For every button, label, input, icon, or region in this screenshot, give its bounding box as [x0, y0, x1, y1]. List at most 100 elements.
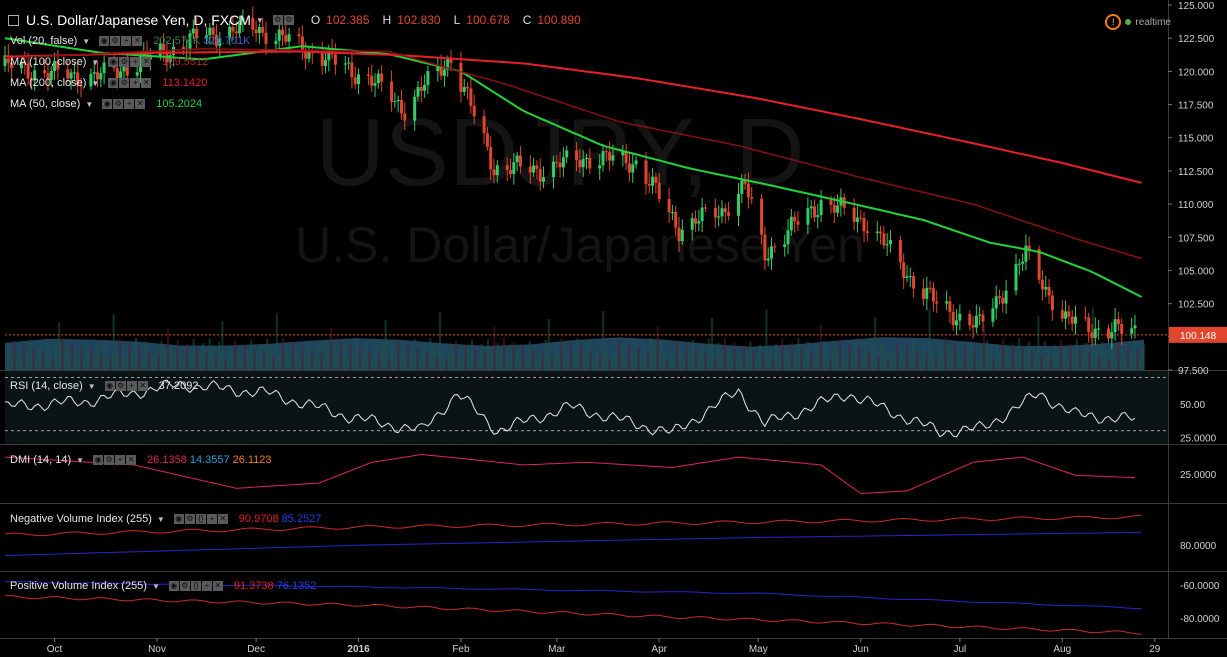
price-axis-tick-label: 125.000	[1178, 1, 1215, 12]
close-icon[interactable]: ✕	[126, 455, 137, 465]
volume-bar	[941, 352, 944, 370]
close-icon[interactable]: ✕	[141, 57, 152, 67]
volume-bar	[435, 356, 438, 370]
settings-icon[interactable]: ⚙	[119, 78, 130, 88]
settings-icon[interactable]: ⚙	[115, 381, 126, 391]
eye-icon[interactable]: ◉	[108, 78, 119, 88]
ma50-label[interactable]: MA (50, close)	[10, 98, 81, 110]
volume-bar	[394, 354, 397, 370]
close-icon[interactable]: ✕	[217, 514, 228, 524]
candle-body	[852, 207, 856, 222]
add-icon[interactable]: +	[124, 99, 135, 109]
volume-bar	[240, 359, 243, 370]
volume-bar	[1091, 308, 1094, 370]
close-icon[interactable]: ✕	[132, 36, 143, 46]
volume-bar	[746, 355, 749, 370]
volume-bar	[643, 343, 646, 370]
chevron-down-icon[interactable]: ▼	[151, 581, 160, 591]
ma200-label[interactable]: MA (200, close)	[10, 77, 87, 89]
volume-bar	[122, 348, 125, 370]
close-icon[interactable]: ✕	[135, 99, 146, 109]
chevron-down-icon[interactable]: ▼	[255, 15, 264, 25]
symbol-title[interactable]: U.S. Dollar/Japanese Yen, D, FXCM	[26, 12, 251, 28]
eye-icon[interactable]: ◉	[168, 581, 179, 591]
add-icon[interactable]: +	[115, 455, 126, 465]
chevron-down-icon[interactable]: ▼	[91, 78, 100, 88]
settings-icon[interactable]: ⚙	[179, 581, 190, 591]
price-axis-tick-label: 97.500	[1178, 366, 1209, 377]
pvi-label[interactable]: Positive Volume Index (255)	[10, 580, 147, 592]
eye-icon[interactable]: ◉	[108, 57, 119, 67]
candle-body	[1067, 311, 1071, 317]
clock-icon[interactable]: !	[1105, 14, 1122, 30]
volume-bar	[1136, 349, 1139, 370]
chevron-down-icon[interactable]: ▼	[82, 36, 91, 46]
vol-label[interactable]: Vol (20, false)	[10, 35, 78, 47]
volume-bar	[720, 352, 723, 370]
volume-bar	[669, 346, 672, 370]
volume-bar	[119, 339, 121, 370]
candle-body	[862, 218, 866, 232]
volume-bar	[371, 360, 374, 370]
eye-icon[interactable]: ◉	[99, 36, 110, 46]
chevron-down-icon[interactable]: ▼	[87, 381, 96, 391]
candle-body	[241, 17, 245, 21]
add-icon[interactable]: +	[126, 381, 137, 391]
chevron-down-icon[interactable]: ▼	[76, 455, 85, 465]
braces-icon[interactable]: {}	[190, 581, 201, 591]
settings-icon[interactable]: ⚙	[110, 36, 121, 46]
eye-icon[interactable]: ◉	[102, 99, 113, 109]
settings-icon[interactable]: ⚙	[283, 15, 294, 25]
candle-body	[935, 301, 939, 304]
close-icon[interactable]: ✕	[141, 78, 152, 88]
close-icon[interactable]: ✕	[212, 581, 223, 591]
eye-icon[interactable]: ◉	[93, 455, 104, 465]
candle-body	[789, 216, 793, 231]
braces-icon[interactable]: {}	[195, 514, 206, 524]
chevron-down-icon[interactable]: ▼	[91, 57, 100, 67]
close-icon[interactable]: ✕	[137, 381, 148, 391]
volume-bar	[1011, 343, 1014, 370]
collapse-icon[interactable]	[8, 14, 19, 26]
volume-bar	[131, 352, 134, 370]
candle-body	[647, 183, 651, 186]
volume-bar	[656, 326, 659, 370]
nvi-label[interactable]: Negative Volume Index (255)	[10, 513, 152, 525]
add-icon[interactable]: +	[130, 57, 141, 67]
eye-icon[interactable]: ◉	[173, 514, 184, 524]
settings-icon[interactable]: ⚙	[272, 15, 283, 25]
settings-icon[interactable]: ⚙	[119, 57, 130, 67]
eye-icon[interactable]: ◉	[104, 381, 115, 391]
settings-icon[interactable]: ⚙	[104, 455, 115, 465]
volume-bar	[829, 359, 832, 370]
rsi-label[interactable]: RSI (14, close)	[10, 380, 83, 392]
add-icon[interactable]: +	[206, 514, 217, 524]
candle-body	[1021, 261, 1025, 264]
candle-body	[1001, 297, 1005, 304]
volume-bar	[909, 354, 912, 370]
time-axis-label: Aug	[1053, 644, 1071, 655]
volume-bar	[771, 358, 774, 370]
settings-icon[interactable]: ⚙	[184, 514, 195, 524]
add-icon[interactable]: +	[121, 36, 132, 46]
volume-bar	[874, 317, 877, 370]
volume-bar	[227, 346, 230, 370]
volume-bar	[170, 345, 173, 370]
chevron-down-icon[interactable]: ▼	[85, 99, 94, 109]
volume-bar	[1079, 348, 1081, 370]
candle-body	[400, 99, 403, 114]
ma100-label[interactable]: MA (100, close)	[10, 56, 87, 68]
add-icon[interactable]: +	[130, 78, 141, 88]
candle-body	[277, 29, 281, 41]
settings-icon[interactable]: ⚙	[113, 99, 124, 109]
candle-body	[902, 262, 906, 278]
candle-body	[535, 165, 539, 169]
dmi-label[interactable]: DMI (14, 14)	[10, 454, 72, 466]
volume-bar	[1063, 349, 1065, 370]
candle-body	[350, 62, 354, 78]
candle-body	[396, 99, 400, 102]
chevron-down-icon[interactable]: ▼	[156, 514, 165, 524]
add-icon[interactable]: +	[201, 581, 212, 591]
volume-bar	[381, 341, 384, 370]
volume-bar	[781, 339, 784, 370]
